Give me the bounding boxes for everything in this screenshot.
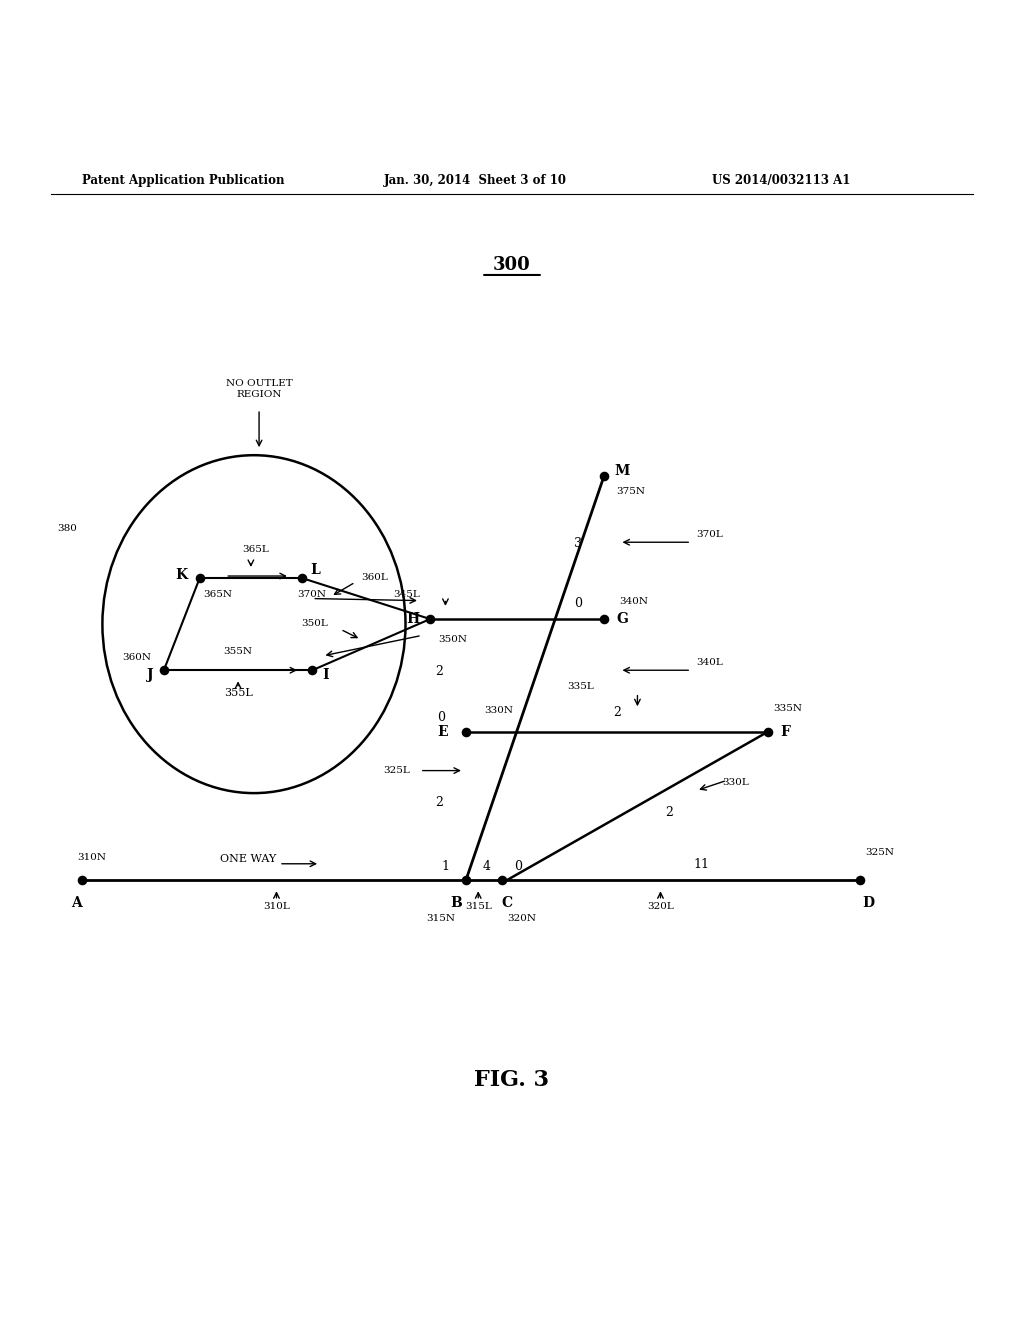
- Text: D: D: [862, 896, 874, 909]
- Text: 3: 3: [573, 537, 582, 550]
- Point: [760, 721, 776, 742]
- Point: [156, 660, 172, 681]
- Text: I: I: [323, 668, 329, 682]
- Text: 380: 380: [57, 524, 77, 533]
- Text: 2: 2: [666, 807, 674, 820]
- Text: 325N: 325N: [865, 847, 894, 857]
- Point: [458, 870, 474, 891]
- Text: 11: 11: [693, 858, 710, 871]
- Text: 310N: 310N: [77, 853, 105, 862]
- Text: 0: 0: [437, 711, 445, 725]
- Text: 340L: 340L: [696, 659, 723, 667]
- Text: 355N: 355N: [223, 647, 253, 656]
- Text: Patent Application Publication: Patent Application Publication: [82, 174, 285, 186]
- Text: 335L: 335L: [567, 681, 595, 690]
- Point: [304, 660, 321, 681]
- Text: NO OUTLET
REGION: NO OUTLET REGION: [225, 379, 293, 399]
- Text: 320L: 320L: [647, 902, 674, 911]
- Text: 350L: 350L: [301, 619, 328, 628]
- Text: 2: 2: [435, 665, 443, 678]
- Text: Jan. 30, 2014  Sheet 3 of 10: Jan. 30, 2014 Sheet 3 of 10: [384, 174, 567, 186]
- Text: 330L: 330L: [722, 779, 749, 788]
- Text: 330N: 330N: [484, 706, 513, 715]
- Text: G: G: [616, 612, 629, 626]
- Text: 320N: 320N: [507, 915, 536, 923]
- Text: 2: 2: [435, 796, 443, 809]
- Text: J: J: [147, 668, 154, 682]
- Text: 0: 0: [514, 859, 522, 873]
- Text: H: H: [407, 612, 420, 626]
- Text: 365N: 365N: [203, 590, 231, 598]
- Text: 370N: 370N: [297, 590, 326, 598]
- Text: 365L: 365L: [243, 545, 269, 554]
- Text: L: L: [310, 562, 321, 577]
- Point: [191, 568, 208, 589]
- Point: [494, 870, 510, 891]
- Text: 350N: 350N: [438, 635, 467, 644]
- Text: 360L: 360L: [361, 573, 388, 582]
- Text: 310L: 310L: [263, 902, 290, 911]
- Text: F: F: [780, 725, 791, 739]
- Point: [596, 609, 612, 630]
- Point: [74, 870, 90, 891]
- Point: [852, 870, 868, 891]
- Point: [422, 609, 438, 630]
- Text: 1: 1: [441, 859, 450, 873]
- Text: ONE WAY: ONE WAY: [220, 854, 276, 863]
- Text: 315L: 315L: [465, 902, 492, 911]
- Text: 340N: 340N: [620, 597, 648, 606]
- Text: K: K: [175, 568, 187, 582]
- Text: FIG. 3: FIG. 3: [474, 1069, 550, 1090]
- Text: 315N: 315N: [427, 915, 456, 923]
- Text: B: B: [450, 896, 462, 909]
- Text: 0: 0: [573, 597, 582, 610]
- Text: 355L: 355L: [223, 688, 253, 698]
- Text: US 2014/0032113 A1: US 2014/0032113 A1: [712, 174, 850, 186]
- Text: C: C: [502, 896, 512, 909]
- Point: [294, 568, 310, 589]
- Text: 360N: 360N: [123, 653, 152, 663]
- Point: [596, 465, 612, 486]
- Text: 300: 300: [494, 256, 530, 273]
- Text: E: E: [437, 725, 447, 739]
- Text: A: A: [72, 896, 82, 909]
- Point: [458, 721, 474, 742]
- Text: 370L: 370L: [696, 531, 723, 539]
- Text: 335N: 335N: [773, 704, 802, 713]
- Text: 4: 4: [482, 859, 490, 873]
- Text: 375N: 375N: [616, 487, 645, 496]
- Text: 325L: 325L: [383, 766, 410, 775]
- Text: 345L: 345L: [393, 590, 420, 598]
- Text: 2: 2: [613, 706, 621, 719]
- Text: M: M: [614, 463, 630, 478]
